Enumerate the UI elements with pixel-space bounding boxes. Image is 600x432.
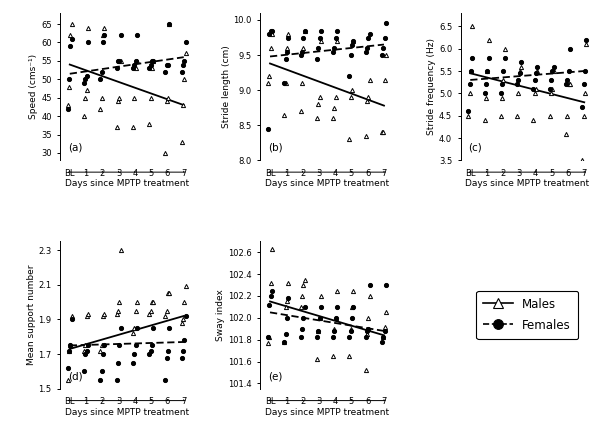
Y-axis label: Stride frequency (Hz): Stride frequency (Hz) [427, 38, 436, 135]
Y-axis label: Mean support number: Mean support number [26, 265, 35, 365]
X-axis label: Days since MPTP treatment: Days since MPTP treatment [265, 407, 389, 416]
Text: (e): (e) [268, 372, 283, 381]
Y-axis label: Sway index: Sway index [217, 289, 226, 341]
Text: (b): (b) [268, 143, 283, 153]
Y-axis label: Stride length (cm): Stride length (cm) [222, 45, 231, 128]
Y-axis label: Speed (cms⁻¹): Speed (cms⁻¹) [29, 54, 38, 119]
Text: (c): (c) [469, 143, 482, 153]
X-axis label: Days since MPTP treatment: Days since MPTP treatment [65, 179, 189, 188]
Legend: Males, Females: Males, Females [476, 291, 578, 340]
X-axis label: Days since MPTP treatment: Days since MPTP treatment [65, 407, 189, 416]
Text: (d): (d) [68, 372, 83, 381]
X-axis label: Days since MPTP treatment: Days since MPTP treatment [265, 179, 389, 188]
Text: (a): (a) [68, 143, 82, 153]
X-axis label: Days since MPTP treatment: Days since MPTP treatment [465, 179, 589, 188]
